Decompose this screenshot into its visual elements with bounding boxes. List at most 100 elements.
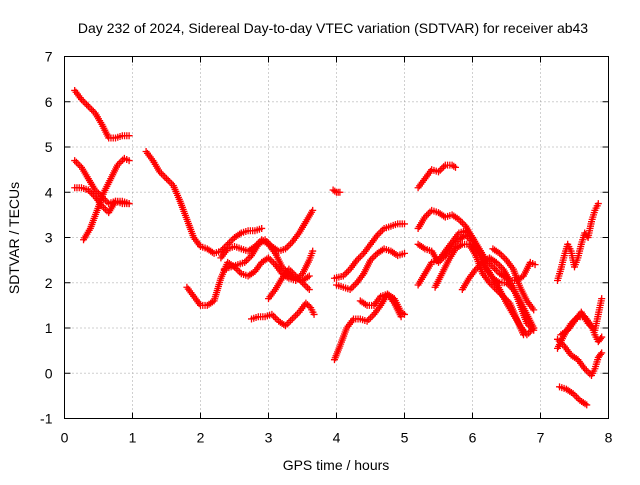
x-tick-label: 5 <box>401 430 409 446</box>
data-point-marker <box>594 200 602 208</box>
data-point-marker <box>258 224 266 232</box>
data-series <box>556 383 591 409</box>
data-series <box>80 154 133 244</box>
data-point-marker <box>531 261 539 269</box>
data-series <box>414 161 459 192</box>
data-point-marker <box>84 102 92 110</box>
data-point-marker <box>530 324 538 332</box>
x-tick-label: 2 <box>197 430 205 446</box>
data-series <box>431 240 527 339</box>
data-point-marker <box>266 256 274 264</box>
data-point-marker <box>401 249 408 257</box>
y-tick-label: 4 <box>45 184 53 200</box>
data-point-marker <box>285 241 293 249</box>
data-series <box>356 290 405 321</box>
data-point-marker <box>303 301 311 309</box>
y-tick-label: -1 <box>40 411 53 427</box>
data-point-marker <box>598 295 606 303</box>
y-tick-label: 2 <box>45 275 53 291</box>
data-point-marker <box>305 272 313 280</box>
y-tick-label: 0 <box>45 365 53 381</box>
data-point-marker <box>426 208 434 216</box>
y-tick-label: 1 <box>45 320 53 336</box>
data-point-marker <box>310 310 318 318</box>
data-point-marker <box>450 162 458 170</box>
data-point-marker <box>125 157 133 165</box>
data-point-marker <box>292 312 300 320</box>
data-series <box>330 290 408 364</box>
data-point-marker <box>356 253 364 261</box>
y-axis-label: SDTVAR / TECUs <box>6 182 22 294</box>
data-point-marker <box>302 282 310 290</box>
data-point-marker <box>452 163 459 171</box>
data-point-marker <box>370 253 378 261</box>
grid <box>64 56 609 419</box>
y-tick-label: 7 <box>45 49 53 65</box>
data-point-marker <box>583 401 591 409</box>
data-point-marker <box>598 349 606 357</box>
x-tick-label: 8 <box>605 430 613 446</box>
data-point-marker <box>270 312 278 320</box>
data-point-marker <box>166 178 174 186</box>
data-point-marker <box>343 269 351 277</box>
data-series <box>142 148 266 257</box>
data-point-marker <box>458 219 466 227</box>
y-tick-label: 6 <box>45 94 53 110</box>
data-point-marker <box>103 198 111 206</box>
data-point-marker <box>71 157 79 165</box>
data-point-marker <box>74 160 82 168</box>
data-series <box>71 86 133 142</box>
data-point-marker <box>163 175 170 183</box>
y-tick-label: 5 <box>45 139 53 155</box>
data-point-marker <box>164 176 172 184</box>
data-series <box>554 200 602 284</box>
data-point-marker <box>573 393 581 401</box>
data-point-marker <box>365 316 373 324</box>
data-point-marker <box>377 228 385 236</box>
data-point-marker <box>72 158 80 166</box>
data-points <box>71 86 606 409</box>
plot-frame <box>64 56 609 419</box>
data-point-marker <box>348 284 356 292</box>
data-point-marker <box>88 106 96 114</box>
x-tick-label: 7 <box>537 430 545 446</box>
data-point-marker <box>436 166 444 174</box>
x-axis-label: GPS time / hours <box>283 457 390 473</box>
x-tick-label: 6 <box>469 430 477 446</box>
data-series <box>333 245 408 294</box>
data-point-marker <box>584 368 592 376</box>
data-point-marker <box>81 99 89 107</box>
y-tick-label: 3 <box>45 230 53 246</box>
data-point-marker <box>290 313 298 321</box>
data-point-marker <box>597 350 605 358</box>
x-tick-label: 4 <box>333 430 341 446</box>
data-point-marker <box>597 335 605 343</box>
data-series <box>329 186 344 196</box>
x-tick-label: 1 <box>129 430 137 446</box>
data-point-marker <box>86 104 94 112</box>
chart-title: Day 232 of 2024, Sidereal Day-to-day VTE… <box>78 20 588 36</box>
data-point-marker <box>397 313 405 321</box>
data-point-marker <box>304 284 312 292</box>
data-series <box>330 220 408 282</box>
data-point-marker <box>309 206 317 214</box>
data-point-marker <box>598 333 606 341</box>
data-point-marker <box>287 317 295 325</box>
data-series <box>489 245 538 314</box>
data-point-marker <box>159 171 167 179</box>
data-point-marker <box>305 302 313 310</box>
data-point-marker <box>244 255 252 263</box>
x-tick-label: 0 <box>61 430 69 446</box>
data-point-marker <box>288 315 296 323</box>
data-point-marker <box>305 286 313 294</box>
data-series <box>265 265 313 303</box>
data-point-marker <box>336 188 344 196</box>
data-point-marker <box>309 247 317 255</box>
x-tick-label: 3 <box>265 430 273 446</box>
data-point-marker <box>331 187 339 195</box>
data-point-marker <box>401 220 408 228</box>
data-point-marker <box>125 132 133 140</box>
data-point-marker <box>161 173 169 181</box>
data-series <box>557 295 606 339</box>
